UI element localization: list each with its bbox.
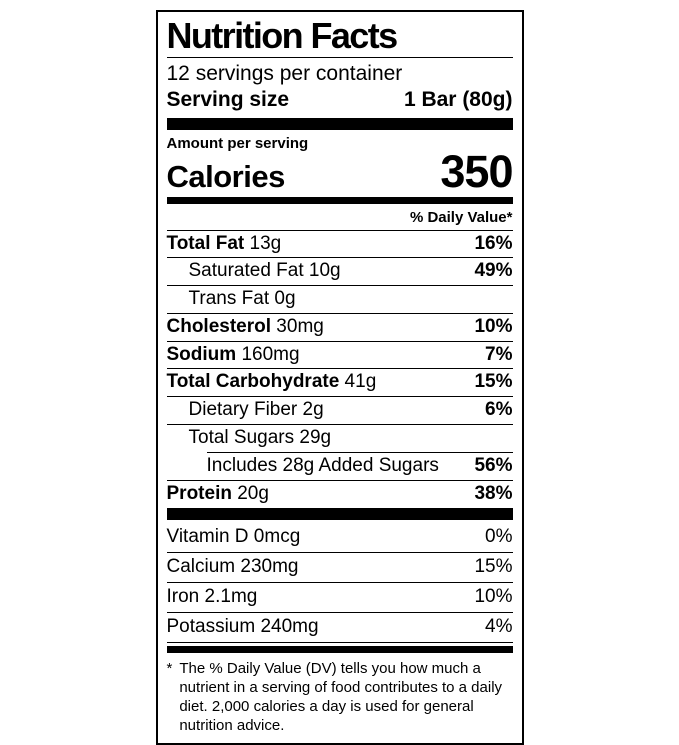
nutrient-daily-value: 4% [485, 615, 513, 637]
nutrient-daily-value: 15% [474, 556, 513, 578]
nutrient-daily-value: 6% [485, 399, 513, 421]
nutrient-amount: 230mg [235, 556, 299, 578]
nutrient-name: Total Sugars [188, 427, 295, 449]
page-background: Nutrition Facts 12 servings per containe… [155, 10, 524, 745]
nutrient-daily-value: 16% [474, 232, 513, 254]
nutrient-row: Total Fat 13g 16% [166, 229, 513, 258]
nutrient-name: Sodium [166, 343, 237, 365]
nutrient-row: Cholesterol 30mg 10% [166, 312, 513, 341]
nutrient-name: Total Carbohydrate [166, 371, 340, 393]
nutrient-daily-value: 10% [474, 586, 513, 608]
nutrient-amount: 160mg [236, 343, 300, 365]
calories-label: Calories [166, 158, 286, 194]
nutrient-row: Vitamin D 0mcg 0% [166, 523, 513, 554]
nutrient-name-amount: Total Fat 13g [167, 233, 282, 256]
nutrient-amount: 41g [339, 371, 377, 393]
nutrient-daily-value: 10% [474, 315, 513, 337]
nutrient-amount: 13g [244, 232, 282, 254]
nutrient-row: Iron 2.1mg 10% [166, 583, 513, 613]
nutrient-row: Protein 20g 38% [166, 479, 513, 508]
nutrient-name: Potassium [166, 615, 256, 637]
nutrient-amount: 2g [297, 399, 324, 421]
nutrient-name-amount: Cholesterol 30mg [167, 316, 324, 339]
thick-separator-bar-middle [166, 508, 513, 521]
nutrient-daily-value: 49% [474, 260, 513, 282]
calories-value: 350 [440, 145, 513, 197]
nutrient-amount: 240mg [255, 615, 319, 637]
calories-row: Calories 350 [166, 145, 514, 197]
nutrient-name: Includes 28g Added Sugars [206, 454, 439, 476]
footnote-marker: * [166, 659, 173, 677]
micronutrient-rows: Vitamin D 0mcg 0% Calcium 230mg 15% Iron… [166, 523, 513, 643]
nutrient-row: Calcium 230mg 15% [166, 553, 513, 584]
nutrient-rows: Total Fat 13g 16% Saturated Fat 10g 49% … [166, 229, 513, 508]
nutrient-name-amount: Potassium 240mg [167, 616, 319, 639]
nutrient-daily-value: 15% [474, 371, 513, 393]
nutrient-row: Sodium 160mg 7% [166, 340, 513, 369]
serving-size-row: Serving size 1 Bar (80g) [167, 86, 513, 118]
nutrient-row: Dietary Fiber 2g 6% [166, 396, 513, 424]
nutrient-daily-value: 56% [474, 454, 513, 476]
nutrient-row: Total Carbohydrate 41g 15% [166, 368, 513, 396]
nutrient-name: Protein [166, 482, 232, 504]
nutrient-name: Trans Fat [188, 288, 270, 310]
nutrient-name-amount: Iron 2.1mg [167, 586, 258, 609]
nutrient-name-amount: Trans Fat 0g [167, 288, 296, 311]
serving-size-value: 1 Bar (80g) [403, 88, 513, 112]
nutrient-row: Potassium 240mg 4% [166, 613, 513, 643]
medium-separator-bar-bottom [166, 645, 513, 653]
nutrient-daily-value: 7% [485, 343, 513, 365]
nutrient-name: Dietary Fiber [188, 399, 298, 421]
nutrient-row: Trans Fat 0g [166, 285, 513, 313]
nutrition-facts-label: Nutrition Facts 12 servings per containe… [155, 10, 524, 745]
nutrient-row: Includes 28g Added Sugars 56% [167, 451, 513, 480]
nutrient-name-amount: Sodium 160mg [167, 344, 300, 367]
footnote: * The % Daily Value (DV) tells you how m… [167, 653, 513, 736]
nutrient-name: Iron [166, 586, 200, 608]
serving-size-label: Serving size [166, 88, 290, 112]
amount-per-serving-label: Amount per serving [166, 135, 309, 153]
nutrient-amount: 0g [269, 288, 296, 310]
nutrient-name: Saturated Fat [188, 260, 304, 282]
nutrient-amount: 20g [231, 482, 269, 504]
nutrient-name-amount: Saturated Fat 10g [167, 260, 341, 283]
nutrient-daily-value: 38% [474, 482, 513, 504]
nutrient-daily-value: 0% [485, 526, 513, 548]
nutrient-name-amount: Total Carbohydrate 41g [167, 371, 377, 394]
nutrient-name-amount: Total Sugars 29g [167, 427, 332, 450]
nutrient-name-amount: Protein 20g [167, 483, 269, 506]
nutrient-amount: 0mcg [248, 526, 301, 548]
nutrient-amount: 30mg [271, 315, 324, 337]
nutrient-amount: 2.1mg [199, 586, 258, 608]
servings-per-container: 12 servings per container [166, 61, 403, 85]
nutrient-row: Total Sugars 29g [166, 424, 513, 452]
nutrient-amount: 29g [294, 427, 332, 449]
medium-separator-bar-calories [166, 196, 513, 204]
daily-value-header: % Daily Value* [409, 208, 513, 226]
nutrient-name-amount: Calcium 230mg [167, 556, 299, 579]
nutrient-name: Calcium [166, 556, 236, 578]
nutrient-row: Saturated Fat 10g 49% [166, 257, 513, 285]
footnote-text: The % Daily Value (DV) tells you how muc… [179, 659, 503, 735]
label-title: Nutrition Facts [166, 16, 513, 58]
nutrient-name: Vitamin D [166, 526, 249, 548]
nutrient-name: Total Fat [166, 232, 245, 254]
nutrient-name-amount: Vitamin D 0mcg [167, 526, 301, 549]
nutrient-name: Cholesterol [166, 315, 272, 337]
thick-separator-bar-top [166, 118, 513, 131]
nutrient-amount: 10g [303, 260, 341, 282]
nutrient-name-amount: Dietary Fiber 2g [167, 399, 324, 422]
nutrient-name-amount: Includes 28g Added Sugars [167, 455, 439, 478]
